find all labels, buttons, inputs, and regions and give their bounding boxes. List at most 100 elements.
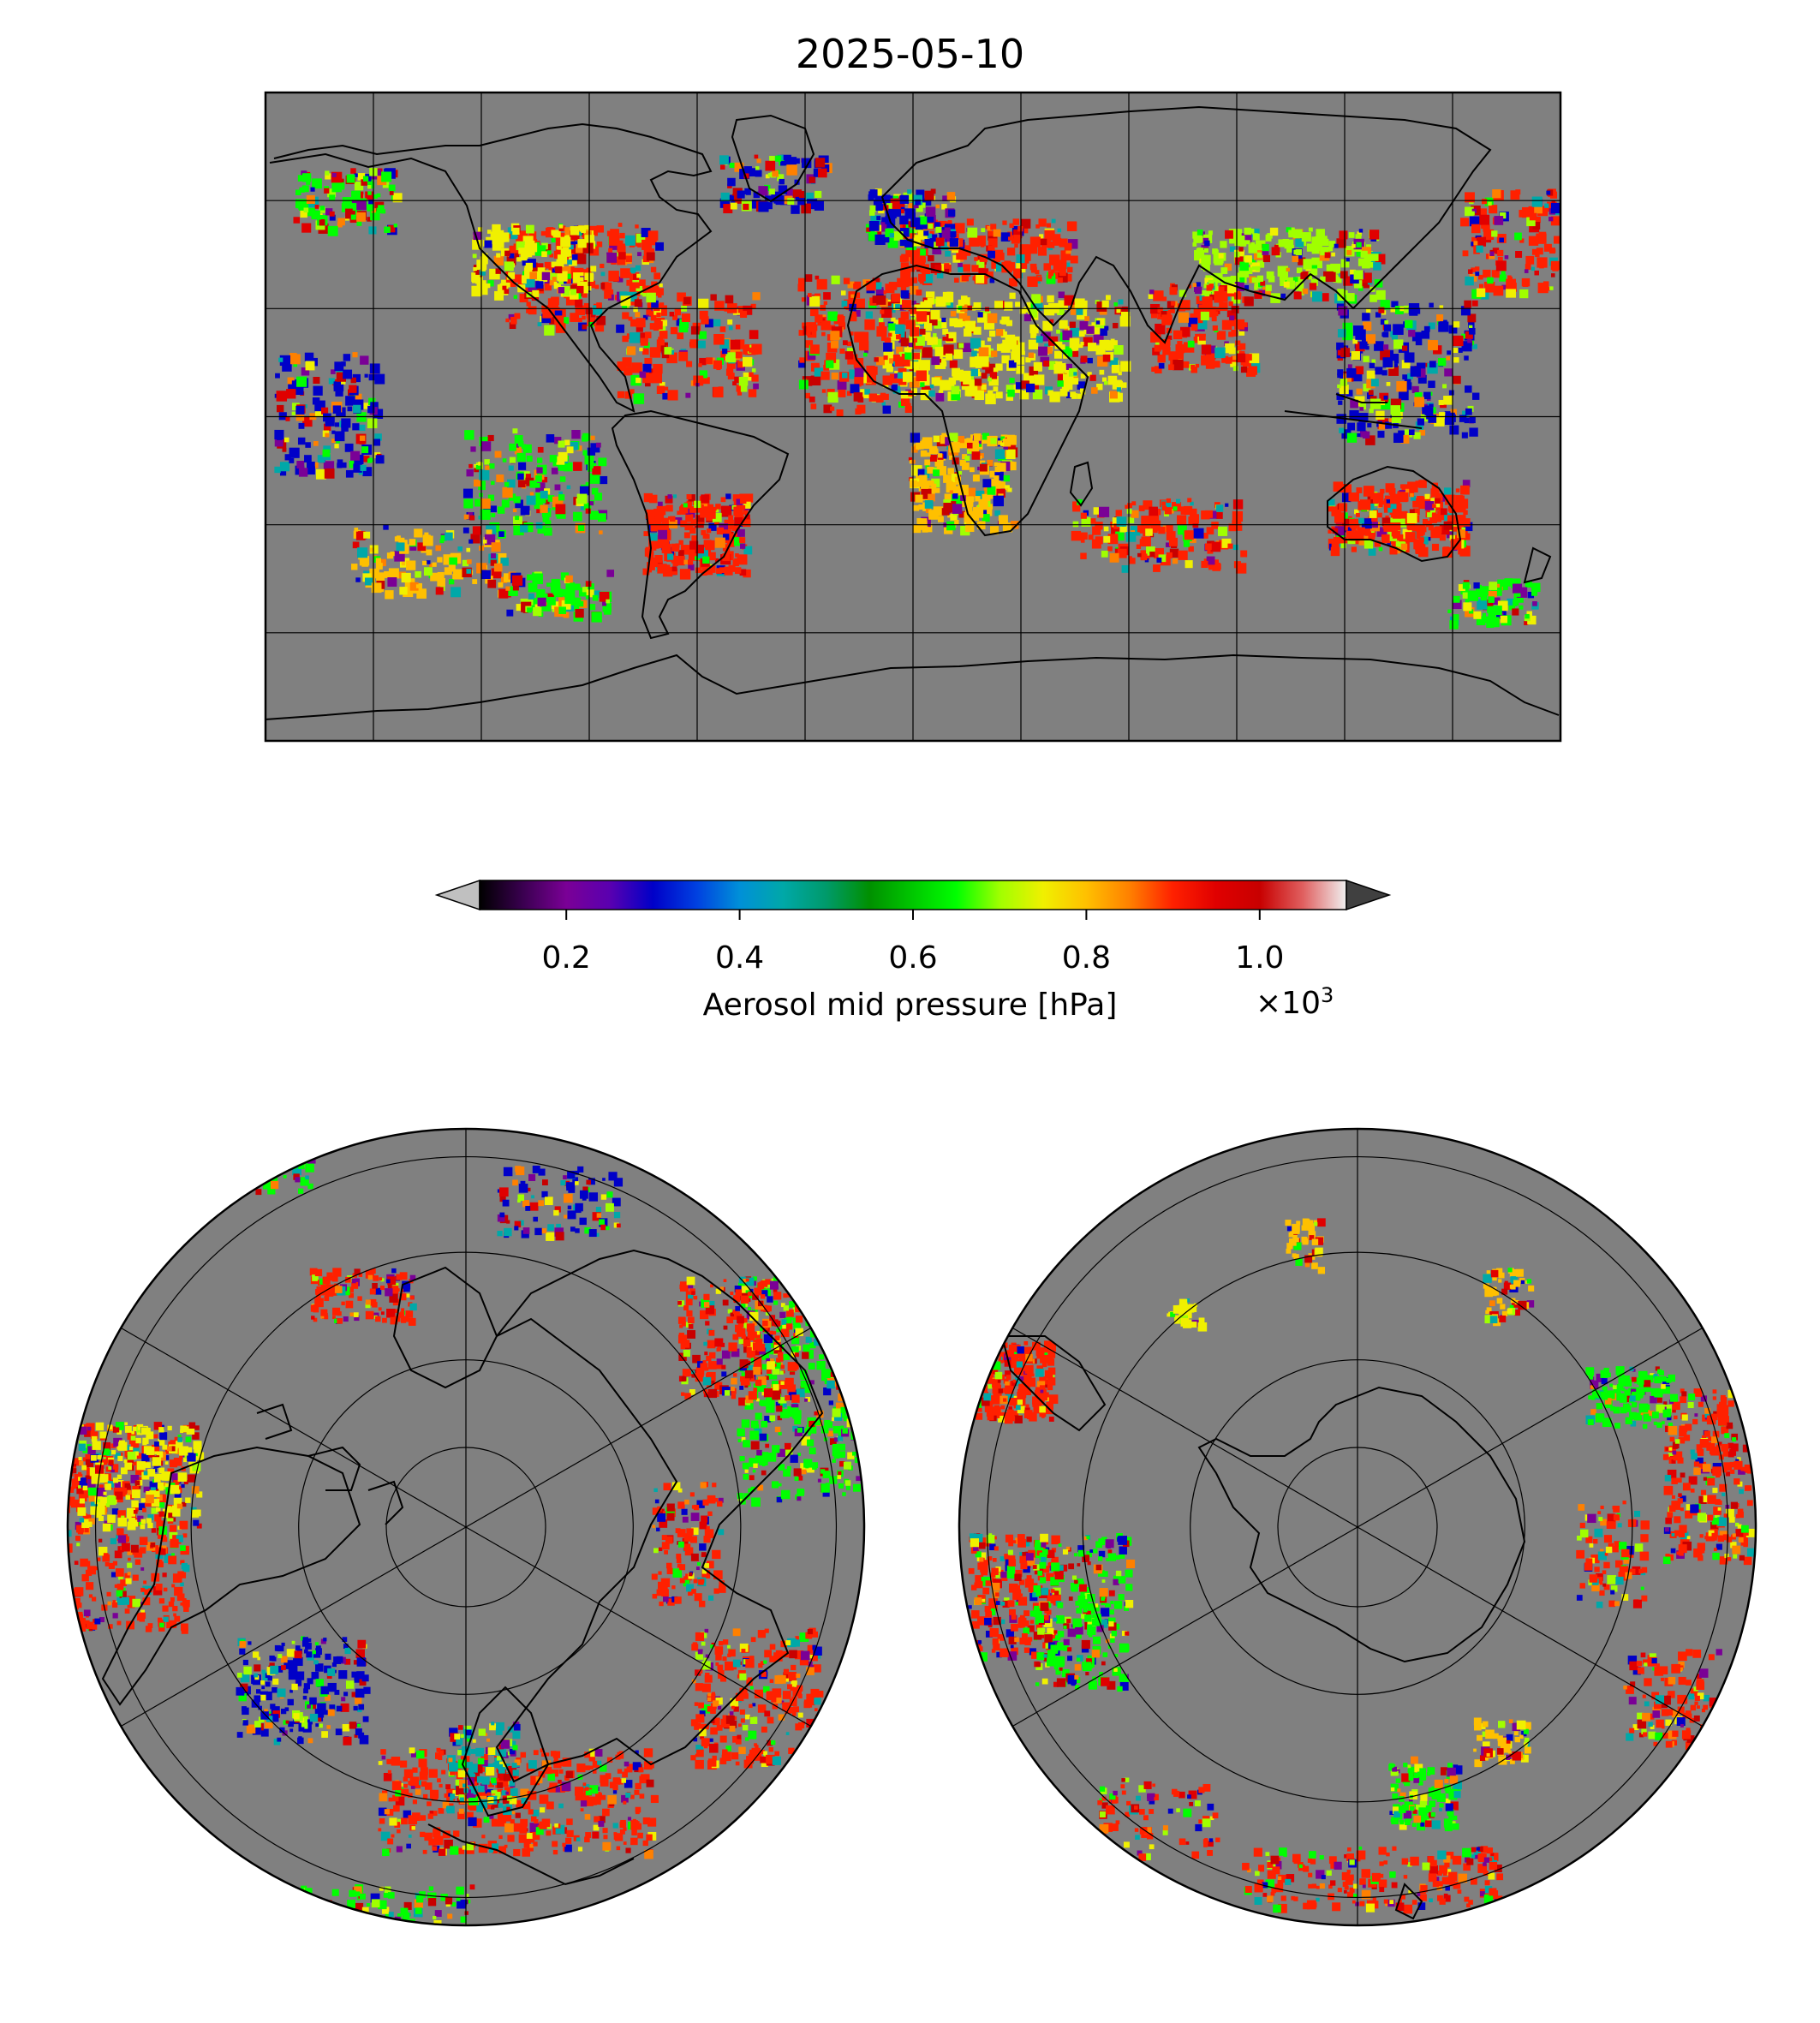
aerosol-pixel [564,227,573,236]
aerosol-pixel [1020,262,1028,269]
aerosol-pixel [516,604,523,612]
aerosol-pixel [562,317,570,325]
aerosol-pixel [1550,202,1560,214]
aerosol-pixel [79,1498,85,1504]
aerosol-pixel [1357,422,1366,432]
aerosol-pixel [78,1443,87,1451]
aerosol-pixel [1468,325,1473,330]
aerosol-pixel [1167,301,1175,308]
aerosol-pixel [1423,325,1430,332]
aerosol-pixel [1524,269,1529,273]
aerosol-pixel [383,524,389,530]
aerosol-pixel [720,497,726,503]
aerosol-pixel [1340,542,1346,549]
aerosol-pixel [765,195,770,200]
aerosol-pixel [74,1587,84,1596]
aerosol-pixel [549,315,558,325]
aerosol-pixel [667,553,674,560]
aerosol-pixel [406,560,416,570]
aerosol-pixel [732,381,737,386]
aerosol-pixel [58,1568,62,1572]
aerosol-pixel [949,490,953,494]
aerosol-pixel [1000,232,1011,242]
aerosol-pixel [1120,361,1131,372]
aerosol-pixel [849,369,859,379]
aerosol-pixel [594,284,600,289]
aerosol-pixel [739,1456,745,1462]
aerosol-pixel [987,337,992,342]
aerosol-pixel [131,1431,135,1435]
aerosol-pixel [1080,539,1085,543]
aerosol-pixel [898,356,908,366]
aerosol-pixel [1177,303,1186,312]
aerosol-pixel [713,506,717,511]
aerosol-pixel [355,577,361,582]
aerosol-pixel [529,480,537,488]
aerosol-pixel [825,1316,833,1324]
aerosol-pixel [948,377,957,385]
aerosol-pixel [1175,343,1185,354]
aerosol-pixel [136,1613,145,1621]
aerosol-pixel [162,1508,172,1519]
aerosol-pixel [1356,242,1362,248]
aerosol-pixel [120,1467,128,1475]
aerosol-pixel [1182,361,1190,368]
aerosol-pixel [1001,355,1010,364]
aerosol-pixel [1219,301,1228,312]
aerosol-pixel [1350,518,1359,528]
aerosol-pixel [1357,433,1361,438]
aerosol-pixel [1473,582,1480,589]
aerosol-pixel [809,344,820,355]
aerosol-pixel [142,1507,146,1513]
aerosol-pixel [834,1437,839,1442]
aerosol-pixel [1062,330,1072,341]
aerosol-pixel [915,199,921,206]
aerosol-pixel [659,331,668,339]
aerosol-pixel [588,462,594,468]
aerosol-pixel [1404,377,1411,385]
aerosol-pixel [191,1486,200,1494]
aerosol-pixel [570,289,577,295]
aerosol-pixel [1384,421,1393,429]
aerosol-pixel [689,547,699,557]
aerosol-pixel [596,442,601,448]
aerosol-pixel [925,508,931,514]
aerosol-pixel [303,404,307,409]
aerosol-pixel [1137,552,1142,558]
aerosol-pixel [714,558,719,563]
aerosol-pixel [642,348,649,355]
aerosol-pixel [128,1517,135,1525]
aerosol-pixel [181,1626,188,1634]
aerosol-pixel [462,527,469,534]
aerosol-pixel [734,559,738,564]
aerosol-pixel [1248,228,1255,235]
aerosol-pixel [908,266,915,272]
aerosol-pixel [1340,379,1348,386]
aerosol-pixel [359,424,366,431]
aerosol-pixel [142,1597,151,1606]
aerosol-pixel [1483,269,1491,278]
aerosol-pixel [1084,316,1090,321]
aerosol-pixel [1059,319,1068,329]
aerosol-pixel [629,332,641,343]
aerosol-pixel [722,349,728,355]
aerosol-pixel [1190,366,1198,373]
aerosol-pixel [163,1482,167,1486]
aerosol-pixel [1102,354,1111,362]
aerosol-pixel [653,510,661,517]
aerosol-pixel [134,1480,140,1486]
aerosol-pixel [1499,237,1504,243]
aerosol-pixel [1405,532,1416,543]
aerosol-pixel [154,1488,159,1493]
aerosol-pixel [387,577,397,587]
aerosol-pixel [88,1494,97,1502]
aerosol-pixel [1047,275,1052,279]
aerosol-pixel [536,467,543,474]
aerosol-pixel [1362,431,1370,439]
aerosol-pixel [154,1514,162,1522]
aerosol-pixel [582,315,586,320]
aerosol-pixel [1453,600,1462,610]
aerosol-pixel [687,559,694,565]
aerosol-pixel [874,357,879,362]
aerosol-pixel [1447,609,1452,613]
